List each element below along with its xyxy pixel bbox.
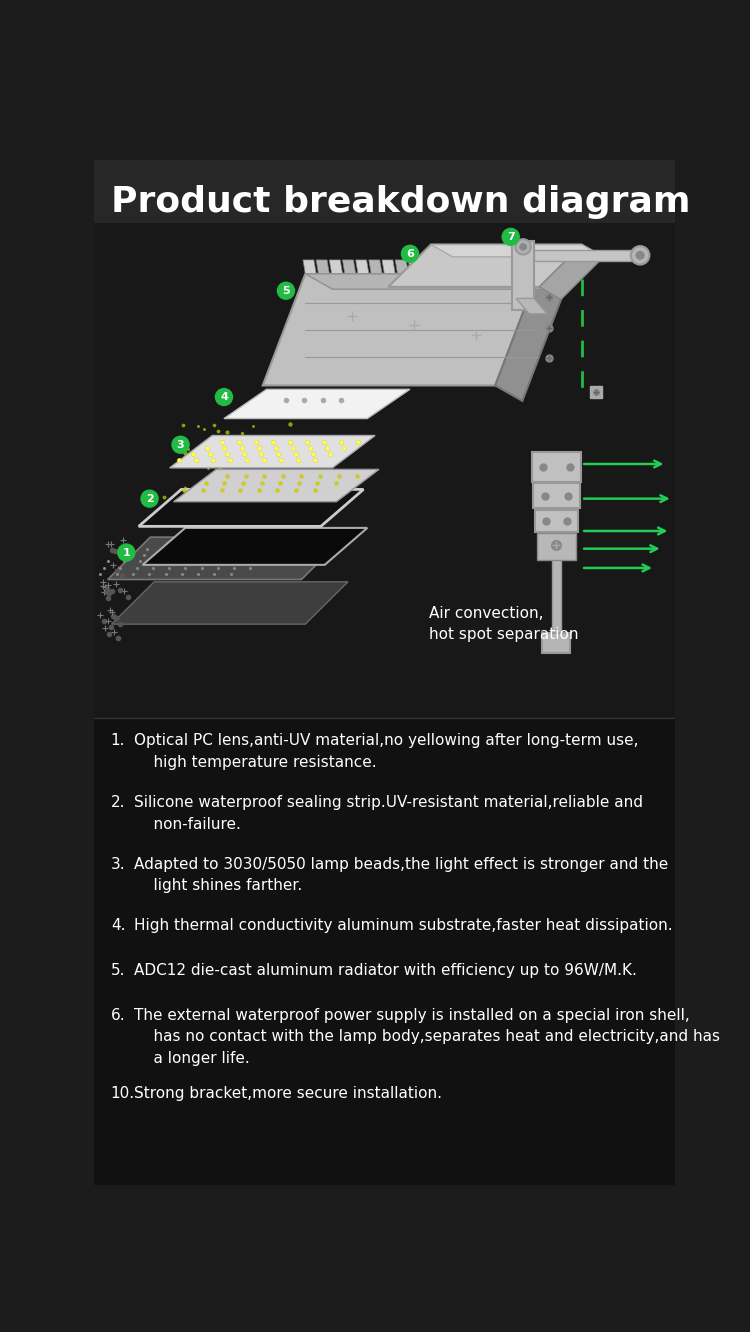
Polygon shape: [534, 250, 640, 261]
Polygon shape: [303, 260, 316, 274]
Text: 10.: 10.: [111, 1086, 135, 1102]
Polygon shape: [369, 260, 382, 274]
Polygon shape: [448, 260, 461, 274]
Text: High thermal conductivity aluminum substrate,faster heat dissipation.: High thermal conductivity aluminum subst…: [134, 918, 673, 934]
Polygon shape: [382, 260, 395, 274]
Text: 2.: 2.: [111, 795, 125, 810]
Polygon shape: [94, 222, 675, 718]
Text: Optical PC lens,anti-UV material,no yellowing after long-term use,
    high temp: Optical PC lens,anti-UV material,no yell…: [134, 734, 638, 770]
Circle shape: [215, 389, 232, 405]
Polygon shape: [533, 484, 580, 507]
Circle shape: [141, 490, 158, 507]
Circle shape: [118, 543, 135, 561]
Circle shape: [278, 282, 295, 300]
Polygon shape: [512, 241, 534, 310]
Polygon shape: [388, 245, 582, 286]
Text: 4: 4: [220, 392, 228, 402]
Text: Adapted to 3030/5050 lamp beads,the light effect is stronger and the
    light s: Adapted to 3030/5050 lamp beads,the ligh…: [134, 856, 668, 894]
Text: Air convection,
hot spot separation: Air convection, hot spot separation: [428, 606, 578, 642]
Polygon shape: [112, 582, 348, 625]
Polygon shape: [170, 436, 375, 468]
Polygon shape: [108, 537, 344, 579]
Text: 6.: 6.: [111, 1007, 125, 1023]
Polygon shape: [495, 274, 565, 401]
Polygon shape: [535, 510, 578, 531]
Polygon shape: [516, 298, 547, 314]
FancyBboxPatch shape: [552, 510, 561, 634]
Polygon shape: [488, 260, 501, 274]
Circle shape: [515, 240, 531, 254]
Polygon shape: [94, 160, 675, 222]
Text: ADC12 die-cast aluminum radiator with efficiency up to 96W/M.K.: ADC12 die-cast aluminum radiator with ef…: [134, 963, 637, 978]
Text: 5.: 5.: [111, 963, 125, 978]
Circle shape: [503, 228, 519, 245]
Polygon shape: [539, 245, 604, 300]
Circle shape: [631, 246, 650, 265]
Polygon shape: [474, 260, 488, 274]
Text: 6: 6: [406, 249, 414, 258]
Polygon shape: [139, 489, 364, 526]
Circle shape: [172, 437, 189, 453]
Polygon shape: [430, 245, 604, 257]
Polygon shape: [224, 389, 410, 418]
Text: Product breakdown diagram: Product breakdown diagram: [111, 185, 690, 220]
Text: 7: 7: [507, 232, 515, 242]
Text: 1.: 1.: [111, 734, 125, 749]
Text: The external waterproof power supply is installed on a special iron shell,
    h: The external waterproof power supply is …: [134, 1007, 720, 1066]
Polygon shape: [356, 260, 369, 274]
Polygon shape: [532, 453, 581, 482]
Polygon shape: [461, 260, 474, 274]
Polygon shape: [409, 260, 422, 274]
Polygon shape: [422, 260, 435, 274]
Circle shape: [520, 244, 526, 250]
Polygon shape: [173, 469, 379, 502]
Polygon shape: [142, 527, 368, 565]
Text: 5: 5: [282, 286, 290, 296]
Polygon shape: [435, 260, 448, 274]
Polygon shape: [343, 260, 355, 274]
Circle shape: [636, 252, 644, 260]
Polygon shape: [316, 260, 329, 274]
Polygon shape: [94, 718, 675, 1185]
Polygon shape: [537, 533, 576, 561]
Text: 1: 1: [122, 547, 130, 558]
Polygon shape: [262, 274, 538, 385]
Polygon shape: [329, 260, 343, 274]
Polygon shape: [305, 274, 565, 289]
Polygon shape: [542, 634, 570, 653]
Text: 3.: 3.: [111, 856, 125, 871]
Text: Silicone waterproof sealing strip.UV-resistant material,reliable and
    non-fai: Silicone waterproof sealing strip.UV-res…: [134, 795, 643, 831]
Polygon shape: [501, 260, 514, 274]
Text: 4.: 4.: [111, 918, 125, 934]
Circle shape: [401, 245, 418, 262]
Text: 2: 2: [146, 494, 154, 503]
Text: Strong bracket,more secure installation.: Strong bracket,more secure installation.: [134, 1086, 442, 1102]
Polygon shape: [395, 260, 409, 274]
Text: 3: 3: [177, 440, 184, 450]
